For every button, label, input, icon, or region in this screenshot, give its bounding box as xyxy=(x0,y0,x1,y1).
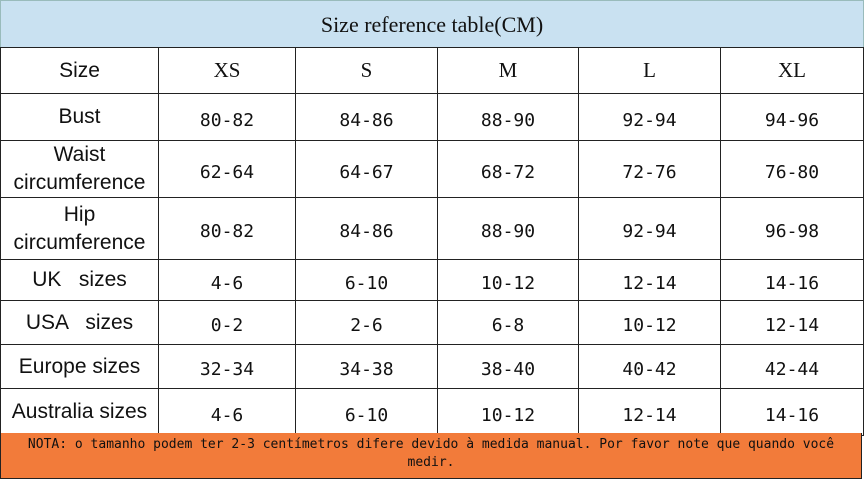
row-label: Size xyxy=(0,47,159,94)
cell: 92-94 xyxy=(578,93,721,141)
row-label: Waist circumference xyxy=(0,140,159,198)
table-title: Size reference table(CM) xyxy=(0,0,864,47)
cell: 80-82 xyxy=(158,93,296,141)
cell: 34-38 xyxy=(295,344,438,389)
cell: 14-16 xyxy=(720,259,864,301)
cell: 6-10 xyxy=(295,388,438,436)
row-label: USA sizes xyxy=(0,300,159,345)
row-label: Europe sizes xyxy=(0,344,159,389)
cell: 96-98 xyxy=(720,197,864,260)
cell: 92-94 xyxy=(578,197,721,260)
cell: 10-12 xyxy=(437,259,579,301)
note: NOTA: o tamanho podem ter 2-3 centímetro… xyxy=(0,433,862,479)
cell: 6-8 xyxy=(437,300,579,345)
cell: M xyxy=(437,47,579,94)
cell: 84-86 xyxy=(295,93,438,141)
row-label: UK sizes xyxy=(0,259,159,301)
cell: 10-12 xyxy=(437,388,579,436)
row-label: Australia sizes xyxy=(0,388,159,436)
table-row: Europe sizes 32-34 34-38 38-40 40-42 42-44 xyxy=(0,344,864,389)
cell: 6-10 xyxy=(295,259,438,301)
cell: 84-86 xyxy=(295,197,438,260)
table-row: Hip circumference 80-82 84-86 88-90 92-94 96-… xyxy=(0,197,864,260)
cell: 12-14 xyxy=(578,388,721,436)
cell: 4-6 xyxy=(158,259,296,301)
size-table: Size XS S M L XL Bust 80-82 84-86 88-90 92-94 94-96… xyxy=(0,47,864,436)
cell: 40-42 xyxy=(578,344,721,389)
table-row: Australia sizes 4-6 6-10 10-12 12-14 14-16 xyxy=(0,388,864,436)
cell: XL xyxy=(720,47,864,94)
cell: 80-82 xyxy=(158,197,296,260)
cell: 2-6 xyxy=(295,300,438,345)
table-row: Waist circumference 62-64 64-67 68-72 72-76 7… xyxy=(0,140,864,198)
table-row: USA sizes 0-2 2-6 6-8 10-12 12-14 xyxy=(0,300,864,345)
cell: 88-90 xyxy=(437,197,579,260)
cell: 12-14 xyxy=(578,259,721,301)
cell: 14-16 xyxy=(720,388,864,436)
cell: 10-12 xyxy=(578,300,721,345)
cell: 72-76 xyxy=(578,140,721,198)
header-row: Size XS S M L XL xyxy=(0,47,864,94)
cell: 94-96 xyxy=(720,93,864,141)
cell: 76-80 xyxy=(720,140,864,198)
cell: XS xyxy=(158,47,296,94)
cell: 4-6 xyxy=(158,388,296,436)
cell: L xyxy=(578,47,721,94)
row-label: Hip circumference xyxy=(0,197,159,260)
cell: 62-64 xyxy=(158,140,296,198)
cell: 68-72 xyxy=(437,140,579,198)
cell: 32-34 xyxy=(158,344,296,389)
cell: S xyxy=(295,47,438,94)
table-row: UK sizes 4-6 6-10 10-12 12-14 14-16 xyxy=(0,259,864,301)
cell: 42-44 xyxy=(720,344,864,389)
table-row: Bust 80-82 84-86 88-90 92-94 94-96 xyxy=(0,93,864,141)
row-label: Bust xyxy=(0,93,159,141)
cell: 38-40 xyxy=(437,344,579,389)
cell: 88-90 xyxy=(437,93,579,141)
cell: 64-67 xyxy=(295,140,438,198)
cell: 12-14 xyxy=(720,300,864,345)
cell: 0-2 xyxy=(158,300,296,345)
